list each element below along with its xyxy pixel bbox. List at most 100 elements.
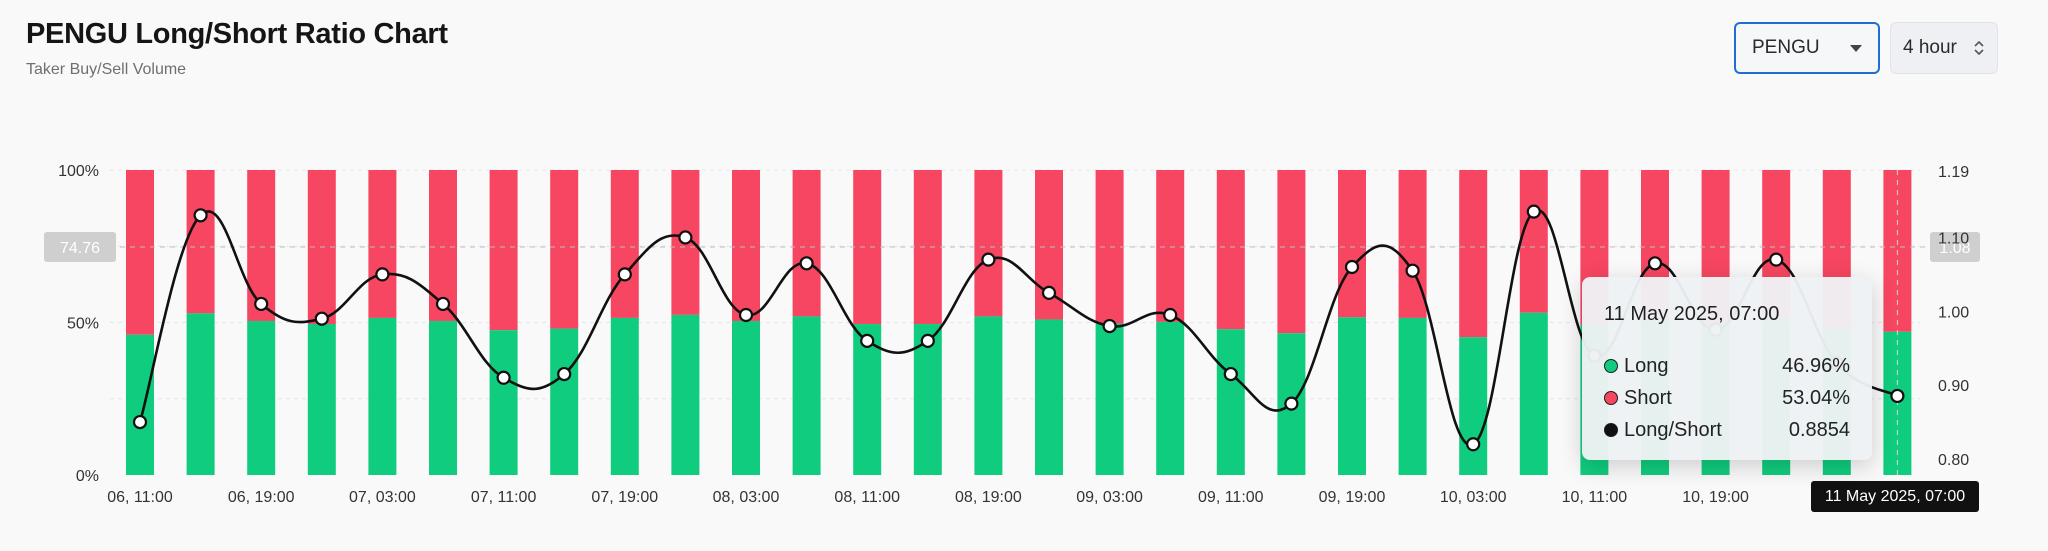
tooltip-title: 11 May 2025, 07:00 [1604, 303, 1780, 325]
x-axis-tick: 09, 03:00 [1076, 489, 1143, 506]
long-bar [1459, 337, 1488, 475]
short-bar [186, 170, 215, 314]
long-bar [1338, 317, 1366, 475]
tooltip-label: Long/Short [1624, 418, 1722, 441]
left-axis-tick: 0% [76, 468, 99, 485]
ratio-point [375, 267, 390, 282]
long-bar [1216, 329, 1245, 475]
long-bar [792, 316, 821, 475]
ratio-point [193, 208, 208, 223]
short-bar [732, 170, 760, 321]
x-axis-tick: 08, 03:00 [713, 489, 780, 506]
tooltip-value: 53.04% [1782, 386, 1850, 409]
ratio-point [314, 311, 329, 326]
long-bar [368, 317, 397, 475]
ratio-point [1223, 366, 1238, 382]
ratio-point [1890, 388, 1905, 404]
ratio-point [435, 296, 451, 312]
tooltip-row-short: Short 53.04% [1604, 382, 1850, 414]
tooltip-value: 46.96% [1782, 354, 1850, 377]
long-bar [307, 324, 336, 475]
right-axis-tick: 1.10 [1938, 230, 1969, 247]
long-bar [247, 320, 276, 475]
short-legend-dot [1604, 391, 1618, 405]
long-bar [671, 314, 700, 475]
ratio-point [1526, 204, 1541, 219]
symbol-select[interactable]: PENGU [1734, 22, 1880, 74]
tooltip: 11 May 2025, 07:00 Long 46.96% Short 53.… [1582, 277, 1872, 460]
ratio-point [1647, 256, 1663, 271]
long-bar [550, 328, 579, 475]
x-axis-tick: 07, 11:00 [471, 489, 537, 506]
ratio-point [678, 230, 693, 245]
ratio-point [1041, 285, 1057, 300]
short-bar [1519, 170, 1548, 313]
right-axis-tick: 0.80 [1938, 452, 1969, 469]
tooltip-label: Short [1624, 386, 1672, 409]
ratio-point [920, 333, 935, 348]
tooltip-value: 0.8854 [1788, 418, 1850, 441]
x-axis-tick: 07, 19:00 [591, 489, 658, 506]
short-bar [610, 170, 639, 318]
crosshair: 74.76 1.08 [44, 170, 1980, 475]
crosshair-right-label: 1.08 [1939, 240, 1970, 257]
x-axis-tick: 06, 11:00 [107, 489, 173, 506]
page-title: PENGU Long/Short Ratio Chart [26, 18, 448, 50]
ratio-point [1405, 263, 1420, 278]
ratio-point [1284, 396, 1299, 411]
ratio-point [738, 307, 754, 323]
short-bar [1216, 170, 1245, 330]
x-axis-tick: 09, 19:00 [1319, 489, 1386, 506]
short-bar [489, 170, 518, 331]
right-axis-tick: 1.00 [1938, 304, 1969, 321]
short-bar [1277, 170, 1306, 334]
short-bar [368, 170, 397, 318]
long-bar [610, 317, 639, 475]
right-axis-tick: 0.90 [1938, 378, 1969, 395]
long-bar [186, 313, 215, 475]
interval-select-value: 4 hour [1903, 37, 1957, 58]
long-bar [1156, 321, 1185, 475]
long-bar [126, 334, 154, 475]
x-axis-tick: 10, 11:00 [1562, 489, 1628, 506]
ratio-point [1466, 437, 1481, 452]
short-bar [247, 170, 276, 321]
short-bar [1338, 170, 1366, 318]
long-bar [913, 324, 942, 475]
left-axis-tick: 100% [58, 163, 99, 180]
long-bar [974, 316, 1003, 475]
ratio-point [799, 256, 814, 271]
axes: 100% 50% 0% 1.19 1.10 1.00 0.90 0.80 06, 11:00 06… [58, 163, 1969, 506]
x-axis-tick: 10, 19:00 [1682, 489, 1749, 506]
ratio-point [557, 366, 572, 382]
chart-controls: PENGU 4 hour [1734, 22, 1998, 74]
symbol-select-value: PENGU [1752, 37, 1820, 58]
short-bar [974, 170, 1003, 317]
x-axis-tick: 06, 19:00 [228, 489, 295, 506]
short-bar [1156, 170, 1185, 322]
tooltip-label: Long [1624, 354, 1669, 377]
page-subtitle: Taker Buy/Sell Volume [26, 61, 187, 78]
long-bar [1035, 319, 1063, 475]
short-bar [1459, 170, 1488, 338]
short-bar [792, 170, 821, 317]
short-bar [913, 170, 942, 325]
x-hover-label: 11 May 2025, 07:00 [1811, 481, 1979, 512]
long-bar [429, 320, 457, 475]
short-bar [126, 170, 154, 335]
short-bar [853, 170, 882, 325]
short-bar [1095, 170, 1124, 324]
ratio-point [132, 414, 148, 430]
ratio-point [1344, 259, 1360, 275]
ratio-point [860, 333, 875, 348]
tooltip-row-ratio: Long/Short 0.8854 [1604, 414, 1850, 446]
ratio-point [1769, 252, 1784, 267]
x-axis-tick: 08, 19:00 [955, 489, 1022, 506]
x-axis-tick: 10, 03:00 [1440, 489, 1507, 506]
long-bar [1095, 323, 1124, 475]
chart-header: PENGU Long/Short Ratio Chart Taker Buy/S… [26, 18, 448, 79]
short-bar [550, 170, 579, 329]
ratio-point [617, 267, 632, 282]
interval-select[interactable]: 4 hour [1890, 22, 1998, 74]
